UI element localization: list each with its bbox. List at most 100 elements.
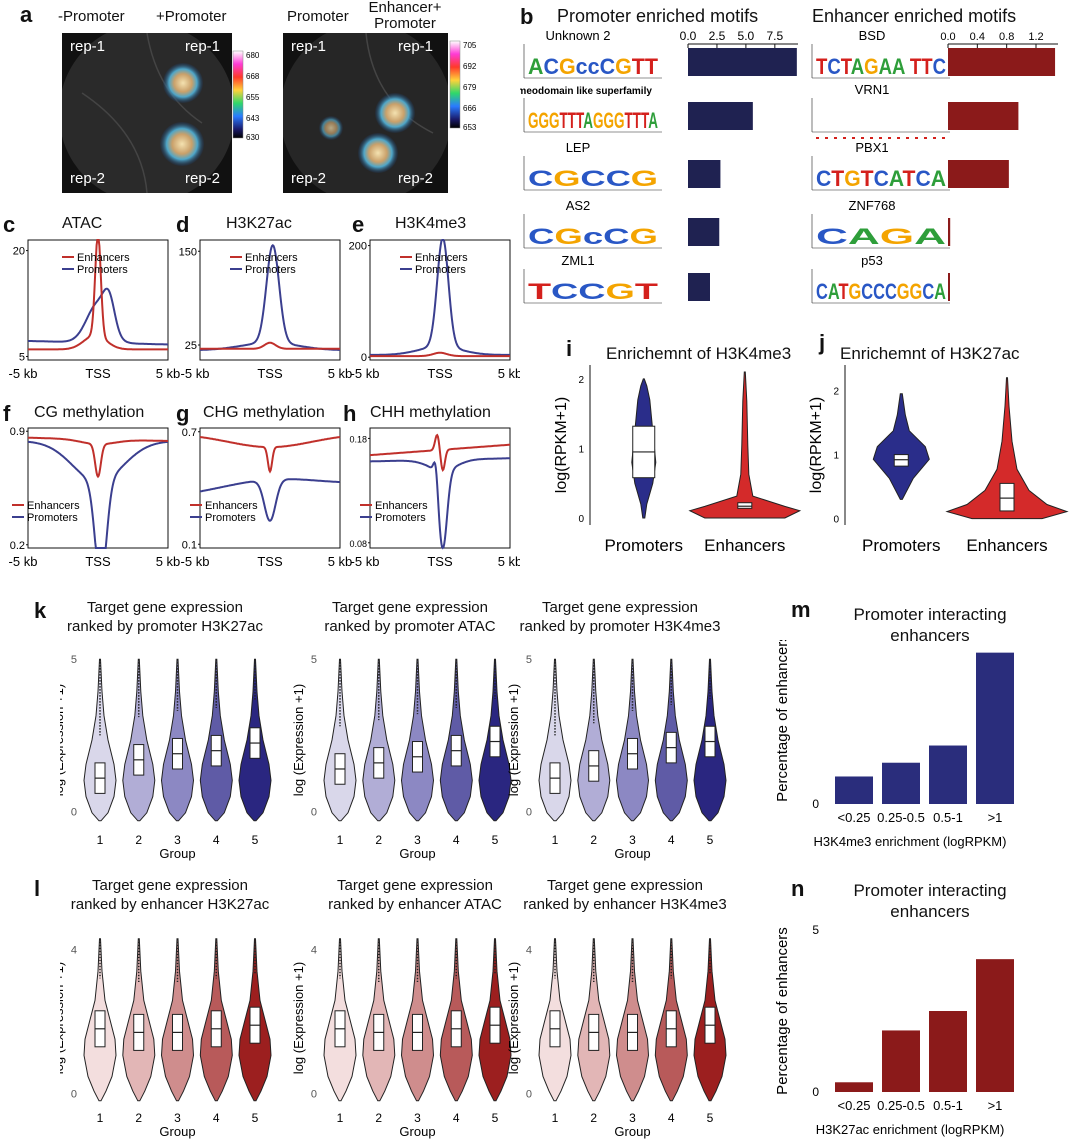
h3k27ac-title: H3K27ac [226, 215, 292, 232]
b-promoter-tick-label: 0.0 [680, 29, 697, 43]
panel-letter-h: h [343, 401, 357, 426]
c-xtick: 5 kb [156, 366, 181, 381]
b-enhancer-motif-name: PBX1 [855, 140, 888, 155]
i-box [737, 502, 753, 509]
i-ytick: 2 [578, 375, 584, 386]
b-promoter-logo: GGGTTTAGGGTTTA [523, 98, 662, 133]
j-box [999, 482, 1015, 512]
l2-xlabel: Group [399, 1124, 435, 1139]
panel-letter-k: k [34, 598, 47, 623]
k2-ytick: 5 [311, 654, 317, 666]
h-series-enhancers [370, 433, 510, 473]
k2-ytick: 0 [311, 807, 317, 819]
d-plot-frame [199, 239, 341, 361]
l1-xtick: 2 [135, 1111, 142, 1125]
panel-letter-a: a [20, 2, 33, 27]
rep-label-left-bottom: rep-2 [70, 170, 106, 187]
e-xtick: -5 kb [351, 366, 380, 381]
h3k4me3-title: H3K4me3 [395, 215, 467, 232]
cbar-left-tick-0: 680 [246, 51, 260, 60]
l3-xtick: 5 [707, 1111, 714, 1125]
chg-methylation-title: CHG methylation [203, 404, 325, 421]
g-xtick: TSS [257, 554, 283, 569]
b-promoter-tick-label: 2.5 [709, 29, 726, 43]
b-promoter-logo-letters: GGGTTTAGGGTTTA [528, 108, 658, 133]
cbar-right-tick-0: 705 [463, 41, 477, 50]
i-xlabel: Enhancers [704, 536, 785, 555]
h-plot-frame [369, 427, 511, 549]
g-ytick: 0.7 [182, 427, 197, 439]
expression-violins: 0 5 log (Expression +1) 1 2 3 4 5 Group 0 5 log (Ex… [60, 654, 727, 1139]
l3-xlabel: Group [614, 1124, 650, 1139]
l2-ytick: 0 [311, 1089, 317, 1101]
h-xtick: TSS [427, 554, 453, 569]
b-enhancer-motif-name: p53 [861, 253, 883, 268]
m-xtick: <0.25 [838, 810, 871, 825]
l1-xtick: 1 [97, 1111, 104, 1125]
k1-xlabel: Group [159, 846, 195, 861]
g-ytick: 0.1 [182, 539, 197, 551]
g-series-promoters [199, 478, 341, 522]
i-title: Enrichemnt of H3K4me3 [606, 344, 792, 363]
b-enhancer-tick-label: 0.8 [999, 31, 1014, 43]
k2-ylabel: log (Expression +1) [291, 684, 306, 796]
l3-title: Target gene expression ranked by enhance… [523, 877, 727, 913]
c-ytick: 5 [19, 351, 25, 363]
b-enhancer-motif-name: ZNF768 [849, 198, 896, 213]
g-series-enhancers [199, 436, 341, 474]
k1-ytick: 0 [71, 807, 77, 819]
b-enhancer-logo-letters: CTGTCATCA [816, 166, 946, 191]
e-xtick: TSS [427, 366, 453, 381]
h-xtick: 5 kb [498, 554, 520, 569]
b-promoter-motif-name: Unknown 2 [545, 28, 610, 43]
b-enhancer-bar [948, 218, 951, 246]
j-box [893, 454, 909, 467]
cbar-left-tick-4: 630 [246, 133, 260, 142]
b-enhancer-tick-label: 0.4 [970, 31, 985, 43]
panel-letter-b: b [520, 4, 534, 29]
panel-letter-d: d [176, 212, 190, 237]
n-ytick: 0 [812, 1085, 819, 1099]
b-enhancer-logo: TCTAGAA TTC [811, 44, 950, 79]
l3-ytick: 4 [526, 945, 532, 957]
rep-label-right-panel-top-right: rep-1 [398, 38, 434, 55]
n-xlabel: H3K27ac enrichment (logRPKM) [816, 1122, 1005, 1137]
b-enhancer-logo-letters: TCTAGAA TTC [816, 54, 946, 79]
b-enhancer-motif-name: VRN1 [855, 82, 890, 97]
c-xtick: TSS [85, 366, 111, 381]
n-ytick: 5 [812, 923, 819, 937]
k3-ytick: 0 [526, 807, 532, 819]
n-xtick: >1 [988, 1098, 1003, 1113]
l2-ytick: 4 [311, 945, 317, 957]
b-promoter-bar [688, 48, 797, 76]
e-legend-label: Promoters [415, 264, 466, 276]
l3-ytick: 0 [526, 1089, 532, 1101]
c-legend-label: Promoters [77, 264, 128, 276]
j-xlabel: Enhancers [966, 536, 1047, 555]
b-promoter-logo: ACGccCGTT [523, 44, 662, 79]
cbar-left-tick-1: 668 [246, 72, 260, 81]
panel-letter-e: e [352, 212, 365, 237]
e-series-promoters [370, 239, 510, 356]
k3-xtick: 2 [590, 833, 597, 847]
h-legend-label: Promoters [375, 512, 426, 524]
g-plot-frame [199, 427, 341, 549]
m-bar [929, 745, 967, 804]
b-enhancer-bar [948, 102, 1019, 130]
i-ytick: 1 [578, 444, 584, 455]
b-promoter-motif-name: Homeodomain like superfamily [520, 86, 652, 97]
panel-letter-l: l [34, 876, 41, 901]
l2-xtick: 1 [337, 1111, 344, 1125]
k2-xtick: 3 [414, 833, 421, 847]
cbar-right-tick-2: 679 [463, 83, 477, 92]
rep-label-right-panel-bottom-right: rep-2 [398, 170, 434, 187]
enhancer-percentage-bars: 0 5 Percentage of enhancers <0.25 0.25-0.5 0.… [774, 640, 1014, 1137]
f-xtick: -5 kb [9, 554, 38, 569]
h-xtick: -5 kb [351, 554, 380, 569]
cg-methylation-title: CG methylation [34, 404, 145, 421]
colorbar-left: 680 668 655 643 630 [232, 50, 260, 142]
panel-letter-j: j [819, 330, 826, 355]
